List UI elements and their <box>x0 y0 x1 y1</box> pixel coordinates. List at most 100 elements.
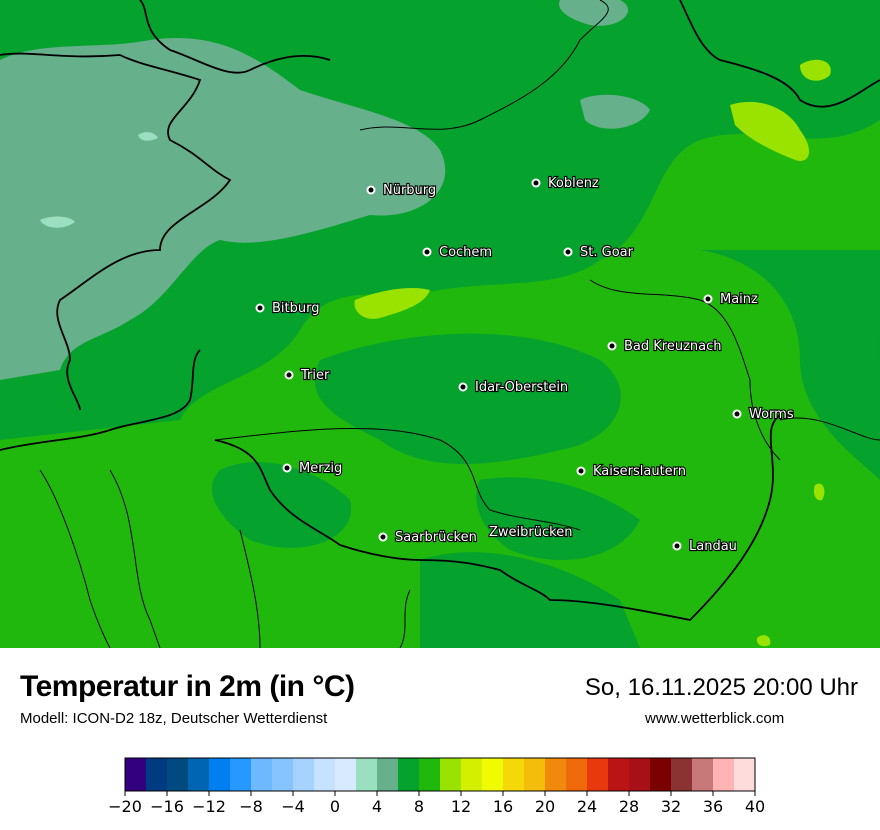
temperature-10-12-regions <box>354 59 831 647</box>
colorbar-tick-label: 12 <box>451 797 471 816</box>
colorbar-bin <box>671 758 693 791</box>
colorbar-tick-label: 0 <box>330 797 340 816</box>
colorbar-bin <box>230 758 252 791</box>
colorbar-tick-label: 36 <box>703 797 723 816</box>
city-label: Zweibrücken <box>489 525 572 540</box>
colorbar-bin <box>251 758 273 791</box>
border-lines <box>0 0 880 648</box>
colorbar-bin <box>125 758 147 791</box>
city-label: Worms <box>749 407 794 422</box>
city-label: Merzig <box>299 461 342 476</box>
colorbar-bin <box>482 758 504 791</box>
city-label: Nürburg <box>383 183 436 198</box>
city-marker: Zweibrücken <box>488 524 574 541</box>
city-label: Idar-Oberstein <box>475 380 568 395</box>
colorbar-tick-label: −16 <box>150 797 184 816</box>
colorbar-tick-label: 20 <box>535 797 555 816</box>
forecast-datetime: So, 16.11.2025 20:00 Uhr <box>584 674 858 701</box>
city-marker: Bitburg <box>255 300 321 317</box>
colorbar-bin <box>629 758 651 791</box>
colorbar-tick-label: 4 <box>372 797 382 816</box>
city-label: Bitburg <box>272 301 320 316</box>
city-dot-icon <box>255 303 265 313</box>
colorbar-tick-label: 32 <box>661 797 681 816</box>
city-marker: Idar-Oberstein <box>458 379 569 396</box>
city-label: Mainz <box>720 292 758 307</box>
city-dot-icon <box>607 341 617 351</box>
city-label: Trier <box>300 368 330 383</box>
website-link[interactable]: www.wetterblick.com <box>645 710 785 727</box>
colorbar-bin <box>734 758 756 791</box>
city-marker: Saarbrücken <box>378 529 478 546</box>
city-label: Saarbrücken <box>395 530 477 545</box>
colorbar-bin <box>461 758 483 791</box>
colorbar-bin <box>167 758 189 791</box>
city-dot-icon <box>378 532 388 542</box>
city-dot-icon <box>732 409 742 419</box>
city-dot-icon <box>458 382 468 392</box>
colorbar-bin <box>566 758 588 791</box>
city-label: Landau <box>689 539 737 554</box>
city-label: Koblenz <box>548 176 599 191</box>
city-dot-icon <box>563 247 573 257</box>
colorbar-tick-label: 28 <box>619 797 639 816</box>
city-dot-icon <box>422 247 432 257</box>
colorbar-bin <box>335 758 357 791</box>
temperature-2-4-regions <box>40 132 158 228</box>
city-marker: Trier <box>284 367 331 384</box>
city-dot-icon <box>531 178 541 188</box>
colorbar-bin <box>377 758 399 791</box>
city-dot-icon <box>576 466 586 476</box>
colorbar-tick-label: −20 <box>108 797 142 816</box>
city-marker: St. Goar <box>563 244 635 261</box>
city-markers: Nürburg Koblenz Cochem St. Goar Bitburg Mainz… <box>255 175 795 555</box>
temperature-map: Nürburg Koblenz Cochem St. Goar Bitburg Mainz… <box>0 0 880 648</box>
colorbar-bin <box>356 758 378 791</box>
colorbar-bin <box>188 758 210 791</box>
colorbar-bin <box>209 758 231 791</box>
colorbar-tick-label: 24 <box>577 797 597 816</box>
colorbar-bin <box>398 758 420 791</box>
city-dot-icon <box>282 463 292 473</box>
colorbar-bin <box>293 758 315 791</box>
colorbar-tick-label: −4 <box>281 797 305 816</box>
colorbar-tick-label: 16 <box>493 797 513 816</box>
temperature-4-6-regions <box>0 0 650 380</box>
colorbar-bin <box>272 758 294 791</box>
city-marker: Cochem <box>422 244 493 261</box>
colorbar-bin <box>608 758 630 791</box>
colorbar-bin <box>503 758 525 791</box>
colorbar-bin <box>524 758 546 791</box>
colorbar-bin <box>587 758 609 791</box>
city-label: Bad Kreuznach <box>624 339 722 354</box>
city-marker: Mainz <box>703 291 759 308</box>
city-marker: Kaiserslautern <box>576 463 687 480</box>
city-label: St. Goar <box>580 245 634 260</box>
city-marker: Landau <box>672 538 738 555</box>
colorbar-bin <box>314 758 336 791</box>
colorbar-tick-label: 40 <box>745 797 765 816</box>
colorbar-tick-label: −8 <box>239 797 263 816</box>
city-dot-icon <box>703 294 713 304</box>
colorbar-bin <box>545 758 567 791</box>
color-legend: −20 −16 −12 −8 −4 0 4 8 12 16 20 24 28 32 36 40 <box>108 757 765 816</box>
colorbar-bin <box>692 758 714 791</box>
city-marker: Bad Kreuznach <box>607 338 723 355</box>
colorbar-bin <box>146 758 168 791</box>
colorbar-bin <box>650 758 672 791</box>
colorbar-tick-label: −12 <box>192 797 226 816</box>
colorbar-tick-label: 8 <box>414 797 424 816</box>
city-marker: Worms <box>732 406 795 423</box>
model-info: Modell: ICON-D2 18z, Deutscher Wetterdie… <box>20 710 328 727</box>
colorbar-bin <box>440 758 462 791</box>
city-dot-icon <box>366 185 376 195</box>
colorbar-bin <box>713 758 735 791</box>
city-label: Cochem <box>439 245 492 260</box>
city-marker: Nürburg <box>366 182 437 199</box>
colorbar-frame <box>124 757 756 792</box>
city-dot-icon <box>672 541 682 551</box>
map-title: Temperatur in 2m (in °C) <box>20 670 355 703</box>
colorbar-bin <box>419 758 441 791</box>
city-dot-icon <box>284 370 294 380</box>
city-marker: Merzig <box>282 460 343 477</box>
